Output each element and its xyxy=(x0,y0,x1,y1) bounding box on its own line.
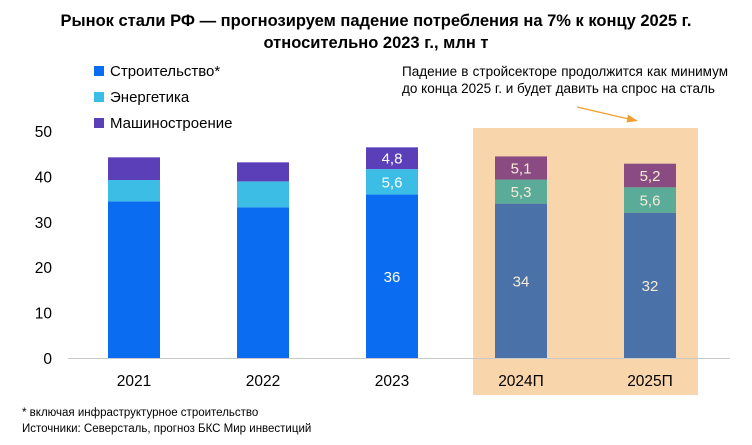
x-tick-label: 2022 xyxy=(246,373,280,390)
bar-segment xyxy=(624,212,676,358)
y-tick-label: 40 xyxy=(35,169,53,186)
legend-label-energy: Энергетика xyxy=(110,88,190,106)
legend-swatch-construction xyxy=(94,66,104,76)
data-label: 5,2 xyxy=(640,168,661,185)
data-label: 4,8 xyxy=(382,151,403,168)
y-tick-label: 10 xyxy=(35,306,53,323)
legend-item-energy: Энергетика xyxy=(94,84,232,110)
legend-item-construction: Строительство* xyxy=(94,58,232,84)
data-label: 32 xyxy=(642,278,659,295)
data-label: 5,6 xyxy=(640,193,661,210)
legend-item-machinery: Машиностроение xyxy=(94,110,232,136)
y-tick-label: 30 xyxy=(35,215,53,232)
bar-segment xyxy=(108,180,160,202)
y-tick-label: 50 xyxy=(35,124,53,141)
legend-swatch-machinery xyxy=(94,118,104,128)
x-tick-label: 2021 xyxy=(117,373,151,390)
data-label: 34 xyxy=(513,273,530,290)
x-tick-label: 2024П xyxy=(498,373,544,390)
x-tick-label: 2025П xyxy=(627,373,673,390)
stacked-bar-chart: 0 10 20 30 40 50 2021 2022 2023 2024П 2025П 36 5,6 4… xyxy=(35,106,730,395)
annotation-arrow-head xyxy=(626,114,638,123)
y-tick-label: 0 xyxy=(43,351,52,368)
bar-segment xyxy=(624,163,676,188)
bar-segment xyxy=(495,203,547,358)
bar-segment xyxy=(495,179,547,204)
chart-title-line2: относительно 2023 г., млн т xyxy=(263,34,489,52)
bar-layer xyxy=(108,147,676,358)
x-tick-label: 2023 xyxy=(375,373,409,390)
chart-title: Рынок стали РФ — прогнозируем падение по… xyxy=(0,10,752,54)
footnote: * включая инфраструктурное строительство… xyxy=(22,405,311,437)
footnote-definition: * включая инфраструктурное строительство xyxy=(22,407,259,419)
bar-segment xyxy=(366,147,418,170)
data-label: 36 xyxy=(384,269,401,286)
footnote-sources: Источники: Северсталь, прогноз БКС Мир и… xyxy=(22,423,312,435)
data-label: 5,3 xyxy=(511,184,532,201)
bar-segment xyxy=(366,194,418,358)
legend: Строительство* Энергетика Машиностроение xyxy=(94,58,232,136)
bar-segment xyxy=(237,207,289,358)
legend-label-machinery: Машиностроение xyxy=(110,114,233,132)
bar-segment xyxy=(108,201,160,358)
bar-segment xyxy=(108,157,160,181)
bar-segment xyxy=(495,156,547,180)
data-label: 5,6 xyxy=(382,174,403,191)
legend-swatch-energy xyxy=(94,92,104,102)
bar-segment xyxy=(237,162,289,182)
legend-label-construction: Строительство* xyxy=(110,62,221,80)
bar-segment xyxy=(237,181,289,208)
chart-title-line1: Рынок стали РФ — прогнозируем падение по… xyxy=(60,12,692,30)
annotation-text: Падение в стройсекторе продолжится как м… xyxy=(402,64,728,96)
annotation-arrow-layer xyxy=(576,106,638,123)
data-label: 5,1 xyxy=(511,161,532,178)
axis-layer: 0 10 20 30 40 50 2021 2022 2023 2024П 2025П xyxy=(35,124,730,390)
y-tick-label: 20 xyxy=(35,260,53,277)
annotation-arrow-line xyxy=(576,106,634,121)
bar-segment xyxy=(624,187,676,213)
label-layer: 36 5,6 4,8 34 5,3 5,1 32 5,6 5,2 xyxy=(382,151,661,295)
bar-segment xyxy=(366,169,418,195)
